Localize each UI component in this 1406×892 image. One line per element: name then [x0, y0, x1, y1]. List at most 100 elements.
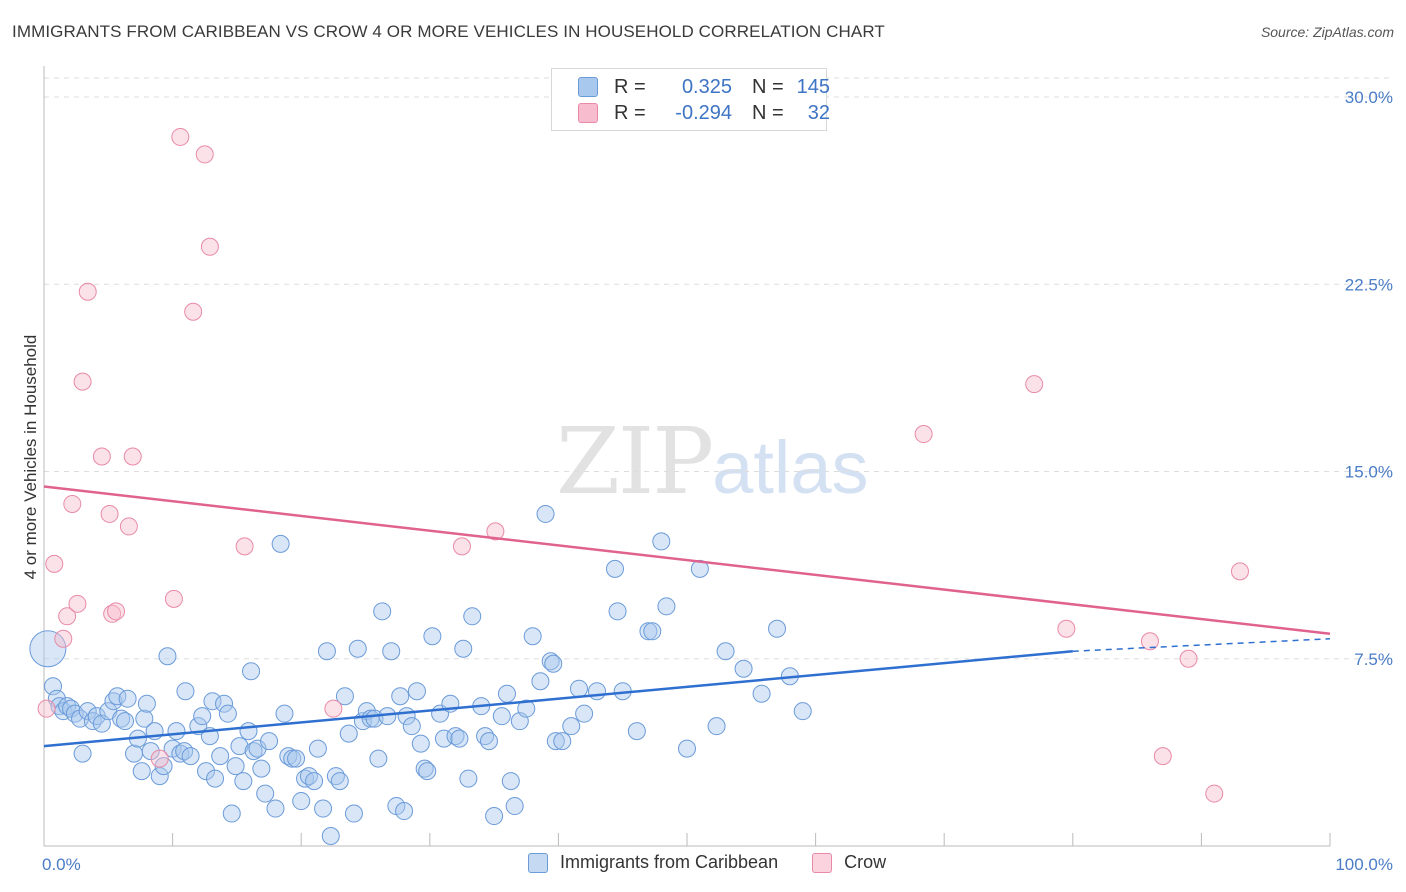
point-crow: [486, 522, 505, 541]
point-caribbean: [434, 729, 453, 748]
point-crow: [171, 127, 190, 146]
axes: [43, 66, 1331, 847]
point-caribbean: [181, 747, 200, 766]
point-caribbean: [575, 704, 594, 723]
point-caribbean: [395, 802, 414, 821]
y-tick-label: 15.0%: [1345, 463, 1393, 482]
point-caribbean: [203, 692, 222, 711]
point-crow: [1025, 375, 1044, 394]
point-crow: [235, 537, 254, 556]
point-caribbean: [252, 759, 271, 778]
legend-caribbean-label: Immigrants from Caribbean: [560, 852, 779, 872]
point-caribbean: [678, 739, 696, 758]
point-caribbean: [544, 654, 563, 673]
series-crow-points: [37, 127, 1249, 803]
point-caribbean: [193, 707, 212, 726]
point-caribbean: [407, 682, 426, 701]
point-caribbean: [73, 744, 92, 763]
watermark: ZIPatlas: [556, 408, 868, 515]
point-caribbean: [330, 772, 349, 791]
point-caribbean: [608, 602, 627, 621]
point-caribbean: [553, 732, 572, 751]
point-caribbean: [256, 784, 275, 803]
point-caribbean: [639, 622, 658, 641]
point-caribbean: [335, 687, 354, 706]
legend-n-label: N =: [752, 101, 784, 124]
legend-n-value: 145: [796, 75, 830, 98]
point-caribbean: [497, 684, 516, 703]
watermark-zip: ZIP: [556, 408, 714, 515]
point-crow: [54, 629, 73, 648]
point-caribbean: [411, 734, 430, 753]
point-caribbean: [314, 799, 333, 818]
point-caribbean: [485, 807, 504, 826]
point-caribbean: [299, 767, 318, 786]
point-crow: [200, 237, 219, 256]
point-crow: [1153, 747, 1172, 766]
legend-n-label: N =: [752, 75, 784, 98]
point-crow: [63, 494, 82, 513]
legend-swatch-pink: [578, 103, 598, 123]
point-caribbean: [176, 682, 195, 701]
point-caribbean: [266, 799, 285, 818]
point-caribbean: [652, 532, 671, 551]
point-crow: [1140, 632, 1159, 651]
point-caribbean: [197, 762, 216, 781]
point-caribbean: [418, 762, 437, 781]
point-crow: [195, 145, 214, 164]
point-caribbean: [215, 694, 234, 713]
legend-crow-swatch: [812, 852, 833, 873]
point-caribbean: [734, 659, 753, 678]
point-caribbean: [242, 662, 261, 681]
point-caribbean: [234, 772, 253, 791]
point-caribbean: [382, 642, 401, 661]
legend-r-label: R =: [614, 101, 646, 124]
legend-n-value: 32: [807, 101, 830, 124]
point-caribbean: [317, 642, 336, 661]
point-caribbean: [211, 747, 230, 766]
point-caribbean: [546, 732, 565, 751]
series-legend: Immigrants from Caribbean Crow: [528, 852, 886, 873]
point-crow: [1057, 619, 1076, 638]
y-tick-label: 22.5%: [1345, 275, 1393, 294]
point-caribbean: [768, 619, 787, 638]
x-tick-label: 100.0%: [1335, 855, 1393, 874]
point-caribbean: [292, 792, 311, 811]
point-crow: [150, 749, 169, 768]
point-caribbean: [321, 827, 340, 846]
point-caribbean: [463, 607, 482, 626]
stats-legend: R = 0.325 N = 145 R = -0.294 N = 32: [551, 68, 830, 131]
point-caribbean: [283, 749, 302, 768]
point-caribbean: [339, 724, 358, 743]
point-caribbean: [562, 717, 581, 736]
point-caribbean: [305, 772, 324, 791]
point-caribbean: [517, 699, 536, 718]
point-caribbean: [287, 749, 306, 768]
point-caribbean: [218, 704, 237, 723]
point-crow: [452, 537, 471, 556]
trend-lines: [43, 485, 1331, 748]
point-caribbean: [29, 630, 67, 668]
grid: [44, 77, 1392, 660]
point-caribbean: [716, 642, 735, 661]
point-caribbean: [260, 732, 279, 751]
tick-labels: 7.5% 15.0% 22.5% 30.0% 0.0% 100.0%: [42, 88, 1393, 874]
point-caribbean: [643, 622, 662, 641]
point-caribbean: [541, 652, 560, 671]
point-caribbean: [402, 717, 421, 736]
point-caribbean: [423, 627, 442, 646]
point-caribbean: [501, 772, 520, 791]
point-caribbean: [752, 684, 771, 703]
point-caribbean: [230, 737, 249, 756]
point-caribbean: [344, 804, 363, 823]
point-crow: [100, 504, 119, 523]
watermark-atlas: atlas: [712, 426, 869, 509]
point-crow: [78, 282, 97, 301]
point-caribbean: [536, 504, 555, 523]
point-caribbean: [222, 804, 241, 823]
point-caribbean: [135, 709, 154, 728]
point-caribbean: [118, 689, 137, 708]
source-credit: Source: ZipAtlas.com: [1260, 24, 1394, 40]
point-caribbean: [78, 702, 97, 721]
legend-r-value: 0.325: [681, 75, 732, 98]
